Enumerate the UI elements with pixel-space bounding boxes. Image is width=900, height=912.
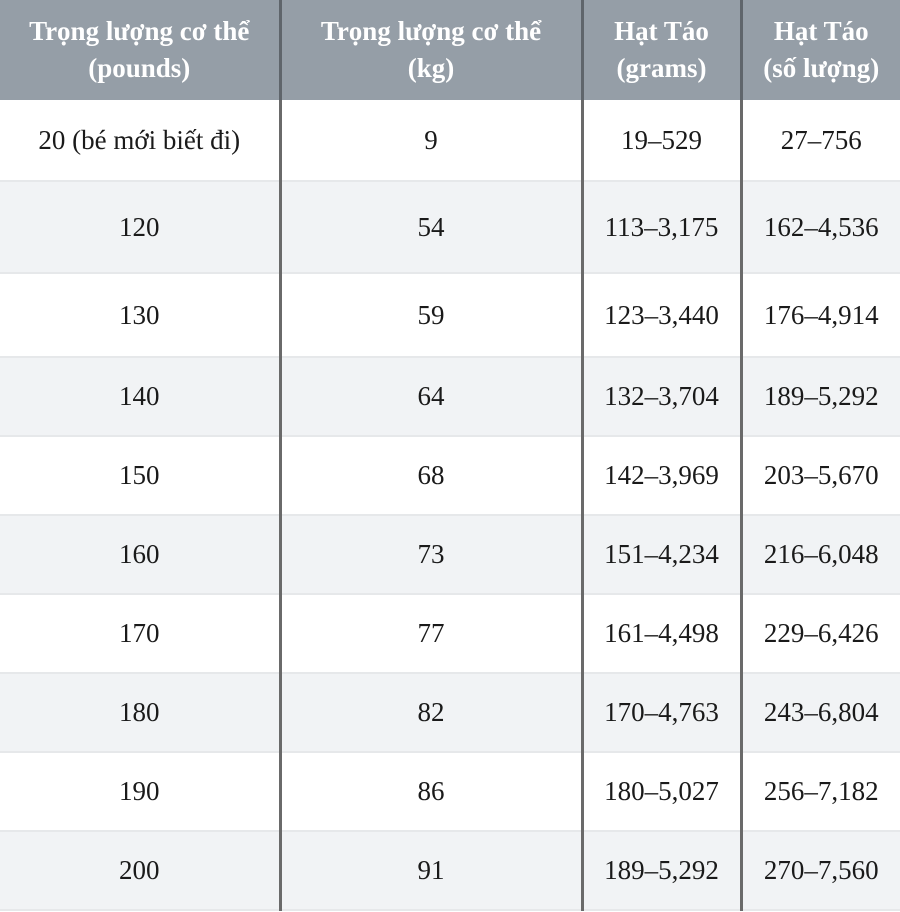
table-row: 200 91 189–5,292 270–7,560 xyxy=(0,831,900,911)
table-row: 190 86 180–5,027 256–7,182 xyxy=(0,752,900,832)
cell-seeds-count: 162–4,536 xyxy=(739,181,900,274)
cell-seeds-grams: 151–4,234 xyxy=(580,515,741,595)
cell-seeds-count: 27–756 xyxy=(739,100,900,182)
cell-seeds-count: 189–5,292 xyxy=(739,357,900,437)
cell-seeds-count: 243–6,804 xyxy=(739,673,900,753)
cell-seeds-grams: 161–4,498 xyxy=(580,594,741,674)
cell-pounds: 150 xyxy=(0,436,280,516)
cell-kg: 9 xyxy=(278,100,582,182)
header-line: Hạt Táo xyxy=(773,16,869,46)
cell-seeds-grams: 123–3,440 xyxy=(580,273,741,358)
header-line: (pounds) xyxy=(88,53,191,83)
table-row: 150 68 142–3,969 203–5,670 xyxy=(0,436,900,516)
cell-pounds: 180 xyxy=(0,673,280,753)
table-row: 140 64 132–3,704 189–5,292 xyxy=(0,357,900,437)
header-body-weight-kg: Trọng lượng cơ thể (kg) xyxy=(278,0,582,100)
header-line: Trọng lượng cơ thể xyxy=(29,16,250,46)
cell-kg: 82 xyxy=(278,673,582,753)
header-body-weight-pounds: Trọng lượng cơ thể (pounds) xyxy=(0,0,280,100)
header-line: (kg) xyxy=(407,53,455,83)
cell-seeds-count: 229–6,426 xyxy=(739,594,900,674)
cell-pounds: 160 xyxy=(0,515,280,595)
table-row: 120 54 113–3,175 162–4,536 xyxy=(0,181,900,274)
header-row: Trọng lượng cơ thể (pounds) Trọng lượng … xyxy=(0,0,900,100)
header-line: (số lượng) xyxy=(763,53,880,83)
cell-seeds-grams: 189–5,292 xyxy=(580,831,741,911)
cell-pounds: 140 xyxy=(0,357,280,437)
cell-seeds-grams: 19–529 xyxy=(580,100,741,182)
table-row: 160 73 151–4,234 216–6,048 xyxy=(0,515,900,595)
cell-pounds: 200 xyxy=(0,831,280,911)
cell-kg: 54 xyxy=(278,181,582,274)
header-line: Trọng lượng cơ thể xyxy=(320,16,542,46)
cell-pounds: 20 (bé mới biết đi) xyxy=(0,100,280,182)
header-seeds-count: Hạt Táo (số lượng) xyxy=(739,0,900,100)
table-header: Trọng lượng cơ thể (pounds) Trọng lượng … xyxy=(0,0,900,100)
cell-pounds: 120 xyxy=(0,181,280,274)
cell-kg: 73 xyxy=(278,515,582,595)
cell-seeds-grams: 180–5,027 xyxy=(580,752,741,832)
cell-pounds: 170 xyxy=(0,594,280,674)
cell-seeds-count: 216–6,048 xyxy=(739,515,900,595)
cell-seeds-count: 270–7,560 xyxy=(739,831,900,911)
cell-kg: 68 xyxy=(278,436,582,516)
header-line: (grams) xyxy=(616,53,707,83)
cell-kg: 64 xyxy=(278,357,582,437)
cell-seeds-count: 256–7,182 xyxy=(739,752,900,832)
cell-pounds: 190 xyxy=(0,752,280,832)
cell-seeds-grams: 113–3,175 xyxy=(580,181,741,274)
table-row: 130 59 123–3,440 176–4,914 xyxy=(0,273,900,358)
cell-seeds-grams: 170–4,763 xyxy=(580,673,741,753)
cell-seeds-count: 203–5,670 xyxy=(739,436,900,516)
table-row: 170 77 161–4,498 229–6,426 xyxy=(0,594,900,674)
cell-seeds-grams: 132–3,704 xyxy=(580,357,741,437)
cell-kg: 86 xyxy=(278,752,582,832)
table-row: 180 82 170–4,763 243–6,804 xyxy=(0,673,900,753)
table-body: 20 (bé mới biết đi) 9 19–529 27–756 120 … xyxy=(0,100,900,911)
cell-kg: 91 xyxy=(278,831,582,911)
cell-seeds-grams: 142–3,969 xyxy=(580,436,741,516)
cell-kg: 77 xyxy=(278,594,582,674)
cell-seeds-count: 176–4,914 xyxy=(739,273,900,358)
cell-kg: 59 xyxy=(278,273,582,358)
header-line: Hạt Táo xyxy=(614,16,709,46)
header-seeds-grams: Hạt Táo (grams) xyxy=(580,0,741,100)
table-row: 20 (bé mới biết đi) 9 19–529 27–756 xyxy=(0,100,900,182)
cell-pounds: 130 xyxy=(0,273,280,358)
